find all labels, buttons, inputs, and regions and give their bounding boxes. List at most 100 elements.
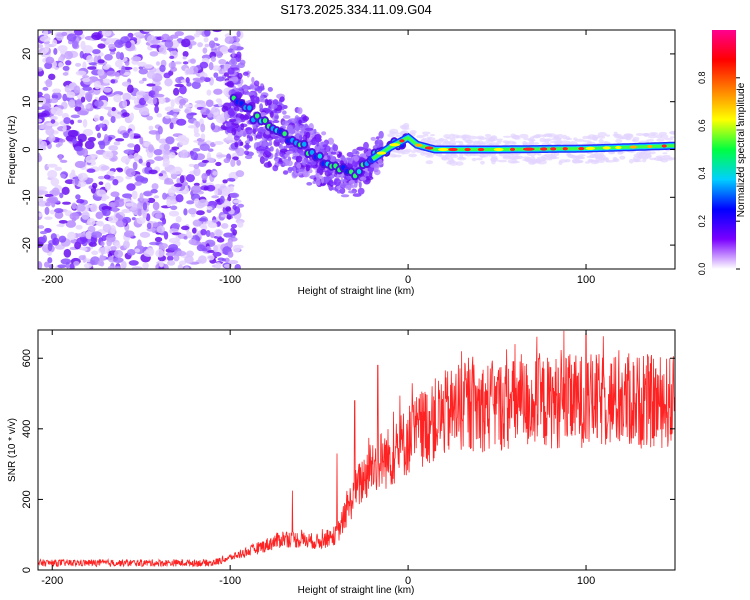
noise-blob	[45, 78, 53, 88]
noise-blob	[215, 262, 222, 269]
noise-blob	[174, 61, 182, 65]
noise-blob	[127, 143, 135, 148]
noise-blob	[193, 167, 201, 177]
haze-blob	[653, 156, 664, 162]
haze-blob	[491, 159, 496, 165]
noise-blob	[214, 37, 219, 42]
haze-blob	[480, 160, 485, 165]
noise-blob	[121, 65, 126, 74]
noise-blob	[150, 188, 158, 194]
haze-blob	[438, 154, 445, 158]
noise-blob	[188, 207, 197, 215]
noise-blob	[232, 199, 242, 204]
signal-blob	[268, 140, 273, 146]
noise-blob	[158, 96, 166, 104]
noise-blob	[136, 217, 146, 225]
haze-blob	[676, 136, 684, 141]
noise-blob	[88, 185, 94, 190]
snr-y-label: SNR (10 * v/v)	[7, 418, 18, 482]
noise-blob	[102, 150, 114, 160]
noise-blob	[110, 191, 120, 198]
noise-blob	[44, 62, 53, 70]
noise-blob	[72, 138, 78, 145]
noise-blob	[61, 31, 68, 37]
noise-blob	[59, 192, 64, 199]
haze-blob	[677, 144, 684, 146]
noise-blob	[102, 223, 112, 233]
noise-blob	[58, 62, 64, 68]
haze-blob	[426, 136, 433, 139]
noise-blob	[86, 168, 96, 173]
noise-blob	[91, 250, 99, 256]
haze-blob	[477, 137, 487, 140]
noise-blob	[129, 112, 135, 121]
noise-blob	[122, 216, 132, 224]
noise-blob	[82, 118, 88, 128]
colorbar-tick-label: 0.8	[697, 72, 707, 85]
haze-blob	[425, 140, 431, 144]
noise-blob	[206, 89, 212, 96]
noise-blob	[178, 104, 183, 109]
haze-blob	[574, 159, 584, 164]
noise-blob	[154, 156, 164, 161]
noise-blob	[44, 202, 51, 207]
noise-blob	[235, 170, 245, 178]
noise-blob	[157, 125, 163, 135]
spectrogram-x-tick-label: 100	[577, 274, 595, 286]
carrier-peak-blob	[414, 143, 423, 147]
noise-blob	[69, 119, 75, 125]
haze-blob	[514, 135, 519, 138]
noise-blob	[43, 261, 50, 268]
noise-blob	[174, 31, 184, 37]
noise-blob	[82, 247, 88, 252]
noise-blob	[95, 211, 104, 220]
noise-blob	[107, 266, 115, 269]
carrier-peak-blob	[376, 151, 387, 155]
noise-blob	[113, 114, 123, 119]
signal-blob	[231, 49, 235, 58]
noise-blob	[123, 240, 130, 249]
haze-blob	[395, 134, 402, 138]
noise-blob	[150, 44, 161, 49]
noise-blob	[76, 233, 87, 238]
noise-blob	[103, 87, 112, 93]
noise-blob	[125, 168, 136, 178]
haze-blob	[524, 157, 532, 162]
signal-blob	[250, 95, 260, 104]
spectrogram-y-tick-label: 10	[21, 96, 33, 108]
noise-blob	[169, 122, 174, 130]
noise-blob	[108, 43, 116, 50]
signal-core-blob	[309, 149, 315, 155]
noise-blob	[200, 123, 206, 133]
noise-blob	[111, 106, 116, 112]
signal-blob	[260, 83, 264, 87]
signal-blob	[339, 156, 346, 160]
noise-blob	[158, 242, 168, 249]
signal-blob	[315, 178, 321, 186]
haze-blob	[444, 154, 450, 160]
noise-blob	[215, 76, 225, 82]
noise-blob	[198, 217, 207, 222]
signal-blob	[244, 142, 250, 151]
snr-x-tick-label: -200	[41, 575, 63, 587]
noise-blob	[170, 34, 179, 39]
noise-blob	[122, 132, 129, 139]
noise-blob	[183, 104, 194, 108]
signal-blob	[286, 126, 294, 134]
signal-blob	[274, 152, 278, 160]
noise-blob	[205, 99, 214, 108]
noise-blob	[183, 235, 188, 240]
signal-blob	[226, 80, 234, 88]
noise-blob	[213, 88, 223, 95]
noise-blob	[200, 133, 206, 140]
noise-blob	[115, 138, 125, 142]
noise-blob	[127, 248, 136, 256]
spectrogram-y-tick-label: 20	[21, 48, 33, 60]
snr-panel: -200 -100 0 100 0 200 400 600 Height of straig…	[7, 329, 676, 596]
haze-blob	[589, 153, 599, 158]
noise-blob	[97, 175, 105, 180]
noise-blob	[193, 163, 200, 170]
noise-blob	[139, 136, 144, 145]
noise-blob	[90, 256, 100, 266]
noise-blob	[142, 30, 154, 33]
